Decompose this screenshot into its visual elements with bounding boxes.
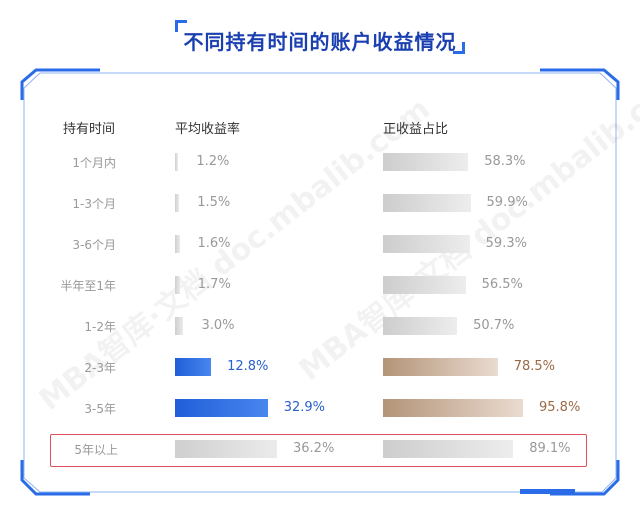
- avg-return-value: 1.2%: [196, 154, 230, 169]
- category-label: 2-3年: [84, 361, 116, 375]
- avg-return-bar: [175, 153, 179, 171]
- positive-ratio-value: 59.3%: [485, 236, 527, 251]
- avg-return-bar: [175, 440, 277, 458]
- category-label: 5年以上: [74, 443, 118, 457]
- positive-ratio-value: 50.7%: [473, 318, 515, 333]
- chart-title: 不同持有时间的账户收益情况: [183, 30, 457, 54]
- avg-return-bar: [175, 276, 180, 294]
- highlight-box: [50, 434, 587, 467]
- category-label: 1-3个月: [72, 197, 116, 211]
- positive-ratio-bar: [383, 194, 471, 212]
- positive-ratio-bar: [383, 440, 514, 458]
- title-area: 不同持有时间的账户收益情况: [0, 18, 640, 58]
- positive-ratio-value: 78.5%: [513, 359, 556, 374]
- title-bracket-right: [453, 42, 465, 54]
- category-label: 1个月内: [72, 156, 116, 170]
- avg-return-value: 32.9%: [283, 400, 325, 415]
- positive-ratio-bar: [383, 358, 498, 376]
- positive-ratio-bar: [383, 153, 469, 171]
- header-period: 持有时间: [63, 122, 116, 137]
- avg-return-bar: [175, 358, 212, 376]
- avg-return-bar: [175, 399, 268, 417]
- positive-ratio-value: 59.9%: [486, 195, 528, 210]
- positive-ratio-bar: [383, 235, 470, 253]
- avg-return-value: 36.2%: [293, 441, 335, 456]
- category-label: 3-6个月: [72, 238, 116, 252]
- avg-return-bar: [175, 317, 184, 335]
- positive-ratio-bar: [383, 276, 466, 294]
- positive-ratio-value: 58.3%: [484, 154, 526, 169]
- positive-ratio-value: 95.8%: [539, 400, 581, 415]
- avg-return-bar: [175, 235, 180, 253]
- positive-ratio-bar: [383, 317, 458, 335]
- avg-return-value: 1.5%: [197, 195, 231, 210]
- avg-return-value: 1.7%: [197, 277, 231, 292]
- positive-ratio-value: 56.5%: [481, 277, 523, 292]
- avg-return-bar: [175, 194, 180, 212]
- header-positive-ratio: 正收益占比: [383, 122, 449, 137]
- category-label: 1-2年: [84, 320, 116, 334]
- positive-ratio-value: 89.1%: [529, 441, 571, 456]
- category-label: 3-5年: [84, 402, 116, 416]
- positive-ratio-bar: [383, 399, 523, 417]
- avg-return-value: 3.0%: [201, 318, 235, 333]
- category-label: 半年至1年: [60, 279, 116, 293]
- title-bracket-left: [175, 20, 187, 32]
- avg-return-value: 12.8%: [227, 359, 269, 374]
- avg-return-value: 1.6%: [197, 236, 231, 251]
- header-avg-return: 平均收益率: [175, 122, 241, 137]
